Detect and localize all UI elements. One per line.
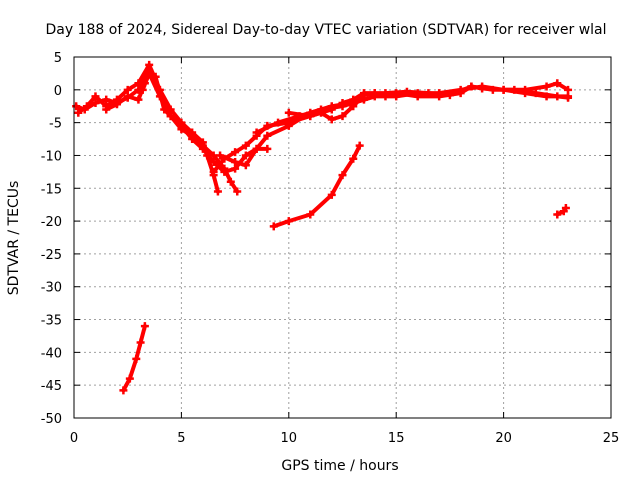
series-arc-4 bbox=[140, 71, 240, 194]
axis-ticks bbox=[73, 56, 612, 419]
data-point bbox=[424, 89, 433, 98]
data-point bbox=[327, 115, 336, 124]
data-point bbox=[317, 108, 326, 117]
data-point bbox=[349, 154, 358, 163]
data-point bbox=[445, 91, 454, 100]
data-point bbox=[177, 125, 186, 134]
data-point bbox=[125, 374, 134, 383]
grid bbox=[74, 57, 611, 418]
x-tick-labels: 0 5 10 15 20 25 bbox=[70, 431, 619, 446]
data-point bbox=[553, 79, 562, 88]
data-series bbox=[72, 60, 573, 395]
data-point bbox=[166, 112, 175, 121]
data-point bbox=[284, 121, 293, 130]
data-point bbox=[542, 82, 551, 91]
data-point bbox=[284, 108, 293, 117]
data-point bbox=[138, 85, 147, 94]
data-point bbox=[136, 338, 145, 347]
data-point bbox=[531, 89, 540, 98]
data-point bbox=[74, 108, 83, 117]
data-point bbox=[510, 85, 519, 94]
y-tick-label: -5 bbox=[49, 117, 62, 132]
data-point bbox=[349, 102, 358, 111]
data-point bbox=[112, 100, 121, 109]
data-point bbox=[306, 112, 315, 121]
data-point bbox=[82, 102, 91, 111]
data-point bbox=[241, 151, 250, 160]
data-point bbox=[134, 95, 143, 104]
y-tick-label: -10 bbox=[41, 149, 62, 164]
data-point bbox=[241, 141, 250, 150]
y-tick-label: -20 bbox=[41, 215, 62, 230]
data-point bbox=[252, 144, 261, 153]
data-point bbox=[220, 164, 229, 173]
data-point bbox=[231, 158, 240, 167]
data-point bbox=[561, 203, 570, 212]
x-tick-label: 15 bbox=[388, 431, 405, 446]
data-point bbox=[327, 190, 336, 199]
data-point bbox=[381, 92, 390, 101]
data-point bbox=[564, 93, 573, 102]
y-tick-label: 5 bbox=[54, 51, 62, 66]
y-tick-label: -50 bbox=[41, 412, 62, 427]
series-arc-1 bbox=[74, 68, 270, 174]
y-tick-label: 0 bbox=[54, 84, 62, 99]
data-point bbox=[233, 187, 242, 196]
data-point bbox=[188, 131, 197, 140]
data-point bbox=[488, 85, 497, 94]
data-point bbox=[198, 141, 207, 150]
series-arc-9 bbox=[271, 143, 362, 229]
data-point bbox=[145, 69, 154, 78]
data-point bbox=[102, 105, 111, 114]
data-point bbox=[306, 210, 315, 219]
data-point bbox=[402, 87, 411, 96]
data-point bbox=[269, 222, 278, 231]
data-point bbox=[216, 151, 225, 160]
x-axis-title: GPS time / hours bbox=[281, 458, 398, 474]
data-point bbox=[338, 112, 347, 121]
y-tick-label: -15 bbox=[41, 182, 62, 197]
y-tick-label: -25 bbox=[41, 248, 62, 263]
data-point bbox=[284, 217, 293, 226]
x-tick-label: 25 bbox=[603, 431, 620, 446]
y-tick-labels: 5 0 -5 -10 -15 -20 -25 -30 -35 -40 -45 -50 bbox=[41, 51, 62, 427]
data-point bbox=[123, 92, 132, 101]
data-point bbox=[467, 82, 476, 91]
x-tick-label: 20 bbox=[495, 431, 512, 446]
data-point bbox=[209, 167, 218, 176]
data-point bbox=[231, 148, 240, 157]
data-point bbox=[213, 187, 222, 196]
x-tick-label: 0 bbox=[70, 431, 78, 446]
data-point bbox=[140, 322, 149, 331]
data-point bbox=[263, 144, 272, 153]
data-point bbox=[226, 177, 235, 186]
data-point bbox=[155, 92, 164, 101]
y-tick-label: -35 bbox=[41, 314, 62, 329]
data-point bbox=[241, 161, 250, 170]
data-point bbox=[72, 102, 81, 111]
y-tick-label: -45 bbox=[41, 379, 62, 394]
data-point bbox=[132, 354, 141, 363]
data-point bbox=[553, 92, 562, 101]
data-point bbox=[263, 131, 272, 140]
plot-frame bbox=[73, 56, 612, 419]
data-point bbox=[145, 60, 154, 69]
y-axis-title: SDTVAR / TECUs bbox=[6, 181, 22, 296]
data-point bbox=[359, 91, 368, 100]
data-point bbox=[274, 118, 283, 127]
data-point bbox=[252, 128, 261, 137]
y-tick-label: -30 bbox=[41, 281, 62, 296]
data-point bbox=[355, 141, 364, 150]
y-tick-label: -40 bbox=[41, 346, 62, 361]
data-point bbox=[553, 210, 562, 219]
data-point bbox=[338, 102, 347, 111]
data-point bbox=[91, 92, 100, 101]
data-point bbox=[119, 386, 128, 395]
data-point bbox=[338, 171, 347, 180]
data-point bbox=[370, 89, 379, 98]
x-tick-label: 10 bbox=[281, 431, 298, 446]
x-tick-label: 5 bbox=[177, 431, 185, 446]
chart-title: Day 188 of 2024, Sidereal Day-to-day VTE… bbox=[45, 22, 606, 38]
